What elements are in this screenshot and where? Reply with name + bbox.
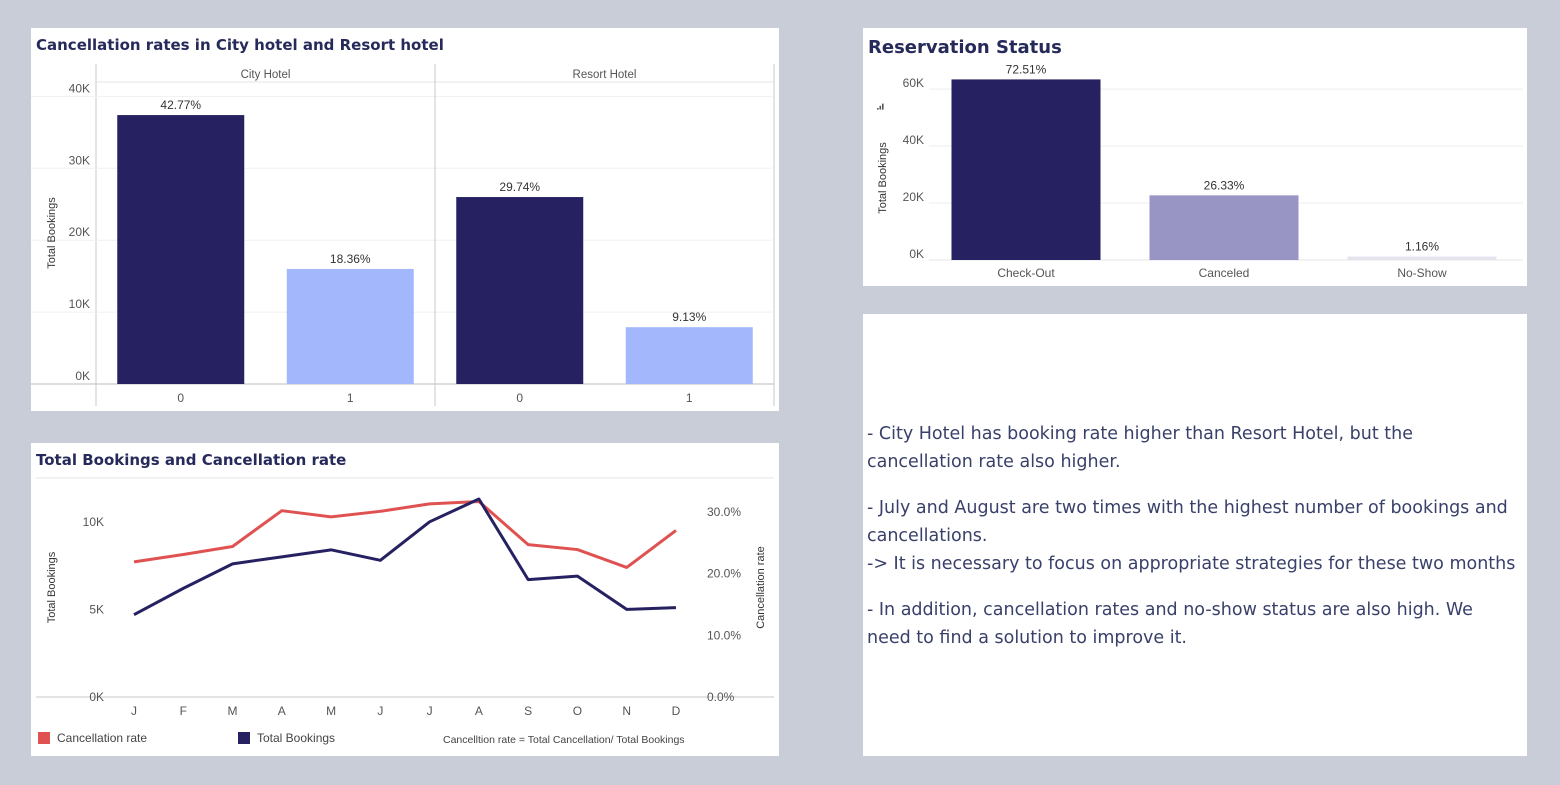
sort-descending-icon — [879, 105, 882, 110]
insight-line: - In addition, cancellation rates and no… — [867, 600, 1473, 648]
bar-data-label: 1.16% — [1405, 240, 1439, 254]
sort-descending-icon — [882, 103, 884, 110]
right-y-tick-label: 20.0% — [707, 567, 741, 581]
monthly-bookings-title: Total Bookings and Cancellation rate — [36, 451, 347, 469]
x-tick-label: No-Show — [1397, 266, 1447, 280]
x-tick-label: F — [180, 704, 187, 718]
reservation-status-panel: Reservation Status 0K 20K 40K 60K Total Book… — [863, 28, 1527, 286]
x-tick-label: A — [475, 704, 483, 718]
x-tick-label: Check-Out — [997, 266, 1055, 280]
bar-data-label: 42.77% — [160, 98, 201, 112]
insight-paragraph-3: - In addition, cancellation rates and no… — [867, 596, 1522, 652]
bar-data-label: 9.13% — [672, 310, 706, 324]
right-y-axis-label: Cancellation rate — [755, 546, 767, 629]
total-bookings-line — [133, 497, 677, 616]
left-y-tick-label: 5K — [89, 602, 104, 616]
cancellation-by-hotel-chart: 0K 10K 20K 30K 40K Total Bookings City Hotel 42… — [31, 64, 775, 406]
legend-swatch-cancellation-rate — [38, 732, 50, 744]
reservation-status-chart: 0K 20K 40K 60K Total Bookings 72.51% Check-Out… — [877, 62, 1523, 280]
reservation-status-title: Reservation Status — [868, 37, 1062, 58]
x-tick-label: A — [278, 704, 286, 718]
bar-resort-hotel-1 — [625, 327, 753, 384]
insight-paragraph-2: - July and August are two times with the… — [867, 494, 1522, 578]
x-tick-label: J — [377, 704, 383, 718]
y-tick-label: 0K — [75, 369, 90, 383]
x-tick-label: N — [622, 704, 631, 718]
panel-header-1: Resort Hotel — [573, 69, 637, 81]
x-tick-label: Canceled — [1199, 266, 1250, 280]
x-tick-label: S — [524, 704, 532, 718]
bar-canceled — [1149, 195, 1299, 260]
cancellation-by-hotel-panel: Cancellation rates in City hotel and Res… — [31, 28, 779, 411]
legend-total-bookings[interactable]: Total Bookings — [238, 730, 335, 746]
left-y-tick-label: 10K — [83, 515, 104, 529]
sort-descending-icon — [877, 108, 879, 110]
left-y-tick-label: 0K — [89, 690, 104, 704]
legend-swatch-total-bookings — [238, 732, 250, 744]
cancellation-rate-line — [133, 499, 677, 569]
bar-no-show — [1347, 256, 1497, 260]
y-tick-label: 20K — [69, 225, 90, 239]
x-tick-label: M — [228, 704, 238, 718]
legend-cancellation-rate[interactable]: Cancellation rate — [38, 730, 147, 746]
y-tick-label: 0K — [909, 247, 924, 261]
bar-data-label: 26.33% — [1204, 178, 1245, 192]
x-tick-label: J — [131, 704, 137, 718]
y-tick-label: 10K — [69, 297, 90, 311]
insight-paragraph-1: - City Hotel has booking rate higher tha… — [867, 420, 1522, 476]
y-tick-label: 60K — [903, 76, 924, 90]
cancellation-formula-note: Cancelltion rate = Total Cancellation/ T… — [443, 734, 685, 746]
x-tick-label: 0 — [516, 391, 523, 405]
x-tick-label: D — [672, 704, 681, 718]
bar-city-hotel-0 — [117, 115, 245, 385]
monthly-bookings-chart: 0K 5K 10K 0.0% 10.0% 20.0% 30.0% Total Bookings… — [36, 477, 774, 718]
y-axis-label: Total Bookings — [46, 197, 58, 269]
y-tick-label: 30K — [69, 153, 90, 167]
y-tick-label: 40K — [69, 81, 90, 95]
x-tick-label: J — [427, 704, 433, 718]
legend-label-cancellation-rate: Cancellation rate — [57, 731, 148, 745]
bar-check-out — [951, 79, 1101, 260]
bar-data-label: 18.36% — [330, 252, 371, 266]
y-tick-label: 20K — [903, 190, 924, 204]
right-y-tick-label: 30.0% — [707, 505, 741, 519]
x-tick-label: 1 — [686, 391, 693, 405]
panel-header-0: City Hotel — [241, 69, 291, 81]
insight-line: -> It is necessary to focus on appropria… — [867, 554, 1516, 574]
x-tick-label: 0 — [177, 391, 184, 405]
insights-panel: - City Hotel has booking rate higher tha… — [863, 314, 1527, 756]
cancellation-by-hotel-title: Cancellation rates in City hotel and Res… — [36, 36, 444, 54]
monthly-bookings-panel: Total Bookings and Cancellation rate 0K 5… — [31, 443, 779, 756]
bar-city-hotel-1 — [286, 268, 414, 384]
bar-data-label: 72.51% — [1006, 62, 1047, 76]
legend-label-total-bookings: Total Bookings — [257, 731, 336, 745]
y-axis-label: Total Bookings — [877, 142, 889, 214]
left-y-axis-label: Total Bookings — [46, 551, 58, 623]
bar-resort-hotel-0 — [456, 197, 584, 384]
right-y-tick-label: 10.0% — [707, 628, 741, 642]
x-tick-label: O — [573, 704, 582, 718]
insights-text: - City Hotel has booking rate higher tha… — [867, 420, 1522, 670]
insight-line: - July and August are two times with the… — [867, 498, 1508, 546]
x-tick-label: 1 — [347, 391, 354, 405]
right-y-tick-label: 0.0% — [707, 690, 735, 704]
y-tick-label: 40K — [903, 133, 924, 147]
insight-line: - City Hotel has booking rate higher tha… — [867, 424, 1413, 472]
bar-data-label: 29.74% — [499, 180, 540, 194]
x-tick-label: M — [326, 704, 336, 718]
